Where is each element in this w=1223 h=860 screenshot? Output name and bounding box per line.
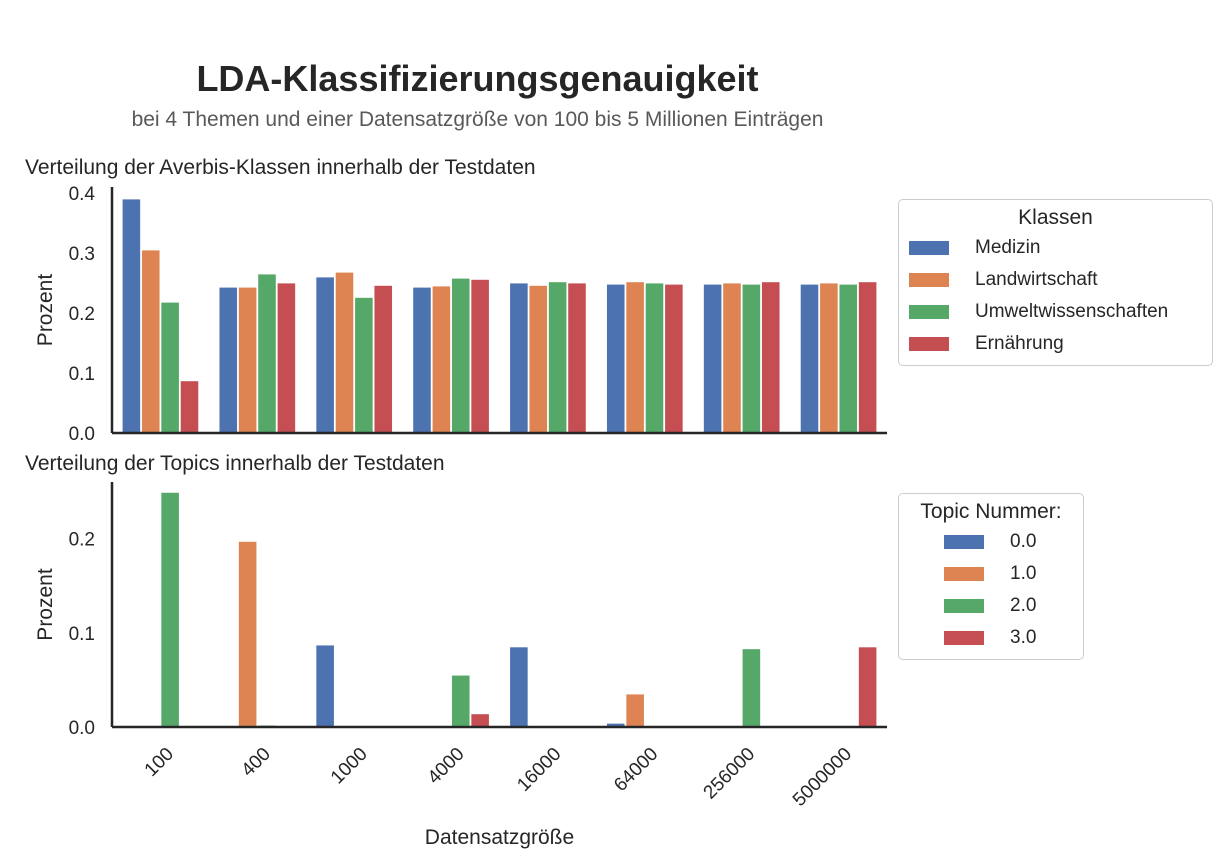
legend-label: Umweltwissenschaften — [975, 301, 1169, 322]
legend-topics: Topic Nummer: 0.0 1.0 2.0 3.0 — [898, 493, 1084, 660]
bar-class-3-64000 — [664, 283, 684, 434]
bar-class-2-100 — [160, 301, 180, 434]
legend-title: Klassen — [1018, 206, 1093, 229]
x-tick-label: 4000 — [424, 744, 469, 789]
bar-class-0-64000 — [606, 283, 626, 434]
bar-class-3-400 — [276, 282, 296, 434]
bar-topic-3-4000 — [470, 713, 490, 728]
legend-swatch — [944, 567, 984, 581]
bar-topic-1-400 — [238, 540, 258, 728]
y-axis-label: Prozent — [34, 568, 57, 641]
legend-swatch — [944, 631, 984, 645]
bar-topic-2-256000 — [741, 648, 761, 728]
legend-swatch — [944, 535, 984, 549]
y-axis-label: Prozent — [34, 274, 57, 347]
x-tick-label: 5000000 — [789, 744, 856, 811]
x-tick-label: 400 — [238, 744, 275, 781]
bar-class-1-256000 — [722, 282, 742, 434]
legend-item: Medizin — [909, 232, 1212, 264]
y-tick-label: 0.1 — [69, 624, 95, 645]
bar-topic-0-16000 — [509, 646, 529, 728]
bar-topic-2-100 — [160, 491, 180, 728]
bar-class-0-5000000 — [799, 283, 820, 434]
y-tick-label: 0.3 — [69, 244, 95, 265]
panel-title: Verteilung der Averbis-Klassen innerhalb… — [25, 156, 536, 179]
bar-topic-1-64000 — [625, 693, 645, 728]
y-tick-label: 0.1 — [69, 364, 95, 385]
legend-item: Ernährung — [909, 328, 1212, 360]
y-tick-label: 0.2 — [69, 304, 95, 325]
legend-label: 0.0 — [1010, 531, 1037, 552]
bar-class-2-64000 — [644, 282, 665, 434]
x-tick-label: 1000 — [327, 744, 372, 789]
legend-swatch — [909, 241, 949, 255]
panel-title: Verteilung der Topics innerhalb der Test… — [25, 452, 445, 475]
bar-class-1-5000000 — [819, 282, 839, 434]
y-tick-label: 0.0 — [69, 718, 95, 739]
legend-item: Landwirtschaft — [909, 264, 1212, 296]
legend-swatch — [909, 305, 949, 319]
bar-topic-3-5000000 — [858, 646, 878, 728]
legend-label: 3.0 — [1010, 627, 1037, 648]
bar-class-2-1000 — [354, 296, 374, 434]
bar-class-2-4000 — [451, 277, 471, 434]
bar-class-0-100 — [121, 198, 141, 434]
legend-item: 1.0 — [944, 558, 1083, 590]
bar-class-1-100 — [141, 249, 161, 434]
y-tick-label: 0.2 — [69, 530, 95, 551]
bar-class-0-16000 — [509, 282, 529, 434]
x-tick-label: 16000 — [513, 744, 565, 796]
bar-class-0-1000 — [315, 276, 335, 434]
bar-class-3-100 — [179, 380, 200, 434]
legend-item: Umweltwissenschaften — [909, 296, 1212, 328]
x-tick-label: 64000 — [610, 744, 662, 796]
bar-class-0-400 — [218, 286, 238, 434]
bar-topic-0-1000 — [315, 644, 335, 728]
bar-class-1-1000 — [334, 271, 355, 434]
legend-swatch — [909, 273, 949, 287]
bar-class-0-4000 — [412, 286, 432, 434]
bar-class-1-400 — [238, 286, 258, 434]
bar-class-3-256000 — [761, 281, 781, 434]
legend-label: Landwirtschaft — [975, 269, 1098, 290]
bar-class-2-16000 — [548, 281, 568, 434]
bar-class-1-64000 — [625, 281, 645, 434]
y-tick-label: 0.0 — [69, 424, 95, 445]
bar-class-1-16000 — [528, 284, 548, 434]
legend-swatch — [944, 599, 984, 613]
legend-classes: Klassen Medizin Landwirtschaft Umweltwisse… — [898, 199, 1213, 366]
legend-label: 1.0 — [1010, 563, 1037, 584]
x-axis-label: Datensatzgröße — [425, 826, 574, 849]
legend-title: Topic Nummer: — [920, 500, 1062, 523]
legend-label: Ernährung — [975, 333, 1064, 354]
y-tick-label: 0.4 — [69, 184, 96, 205]
bar-class-3-4000 — [470, 278, 490, 434]
legend-label: 2.0 — [1010, 595, 1037, 616]
chart-title: LDA-Klassifizierungsgenauigkeit — [196, 58, 759, 99]
bar-class-0-256000 — [703, 283, 723, 434]
x-tick-label: 100 — [141, 744, 178, 781]
chart-subtitle: bei 4 Themen und einer Datensatzgröße vo… — [131, 108, 824, 131]
bar-class-3-16000 — [567, 282, 587, 434]
legend-item: 3.0 — [944, 622, 1083, 654]
bar-class-1-4000 — [431, 285, 451, 434]
bar-class-2-400 — [257, 273, 277, 434]
legend-swatch — [909, 337, 949, 351]
bar-class-3-1000 — [373, 284, 393, 434]
bar-class-3-5000000 — [858, 281, 878, 434]
bar-topic-2-4000 — [451, 674, 471, 728]
legend-item: 2.0 — [944, 590, 1083, 622]
legend-item: 0.0 — [944, 526, 1083, 558]
bar-class-2-256000 — [741, 283, 761, 434]
legend-label: Medizin — [975, 237, 1041, 258]
x-tick-label: 256000 — [700, 744, 760, 804]
bar-class-2-5000000 — [838, 283, 858, 434]
